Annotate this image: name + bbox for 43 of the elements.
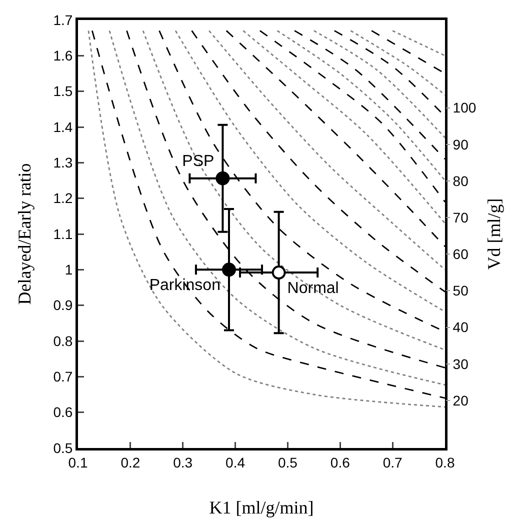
- y-tick-label: 0.9: [53, 297, 73, 314]
- series-label: PSP: [182, 152, 214, 170]
- y2-tick-label: 90: [452, 136, 469, 152]
- y-tick-label: 0.5: [53, 440, 73, 456]
- x-tick-label: 0.6: [330, 454, 350, 470]
- y-tick-label: 1.4: [53, 118, 73, 135]
- y-tick-label: 1.6: [53, 48, 73, 64]
- y2-tick-label: 60: [452, 246, 469, 262]
- y-tick-label: 1.7: [53, 12, 73, 28]
- x-tick-label: 0.5: [278, 454, 298, 470]
- line-series: [276, 30, 445, 182]
- y-tick-label: 0.7: [53, 368, 73, 385]
- x-tick-label: 0.8: [435, 454, 455, 470]
- y-tick-label: 1.5: [53, 83, 73, 100]
- x-tick-label: 0.4: [226, 454, 246, 470]
- line-series: [242, 30, 445, 224]
- y-tick-label: 1.2: [53, 190, 73, 206]
- point: [272, 266, 286, 280]
- y2-tick-label: 100: [452, 100, 476, 116]
- x-axis-title: K1 [ml/g/min]: [209, 498, 314, 518]
- x-tick-label: 0.3: [173, 454, 193, 470]
- y-axis-title: Delayed/Early ratio: [14, 163, 34, 305]
- x-tick-label: 0.2: [120, 454, 140, 470]
- y2-tick-label: 50: [452, 282, 469, 299]
- y2-tick-label: 30: [452, 356, 469, 372]
- line-series: [259, 30, 445, 203]
- y2-axis-title: Vd [ml/g]: [484, 198, 504, 270]
- x-tick-label: 0.7: [382, 454, 403, 470]
- y2-tick-label: 20: [452, 392, 469, 408]
- line-series: [226, 30, 445, 248]
- y2-tick-label: 40: [452, 319, 469, 336]
- point: [216, 171, 230, 186]
- series-label: Normal: [287, 280, 339, 298]
- x-tick-label: 0.1: [68, 454, 88, 470]
- y2-tick-label: 70: [452, 209, 469, 226]
- series-label: Parkinson: [149, 277, 220, 294]
- point: [222, 262, 236, 277]
- y-tick-label: 1.3: [53, 154, 73, 171]
- y-tick-label: 0.6: [53, 404, 73, 420]
- y-tick-label: 1: [64, 262, 73, 278]
- y2-tick-label: 80: [452, 172, 469, 189]
- y-tick-label: 0.8: [53, 332, 73, 349]
- y-tick-label: 1.1: [53, 226, 73, 242]
